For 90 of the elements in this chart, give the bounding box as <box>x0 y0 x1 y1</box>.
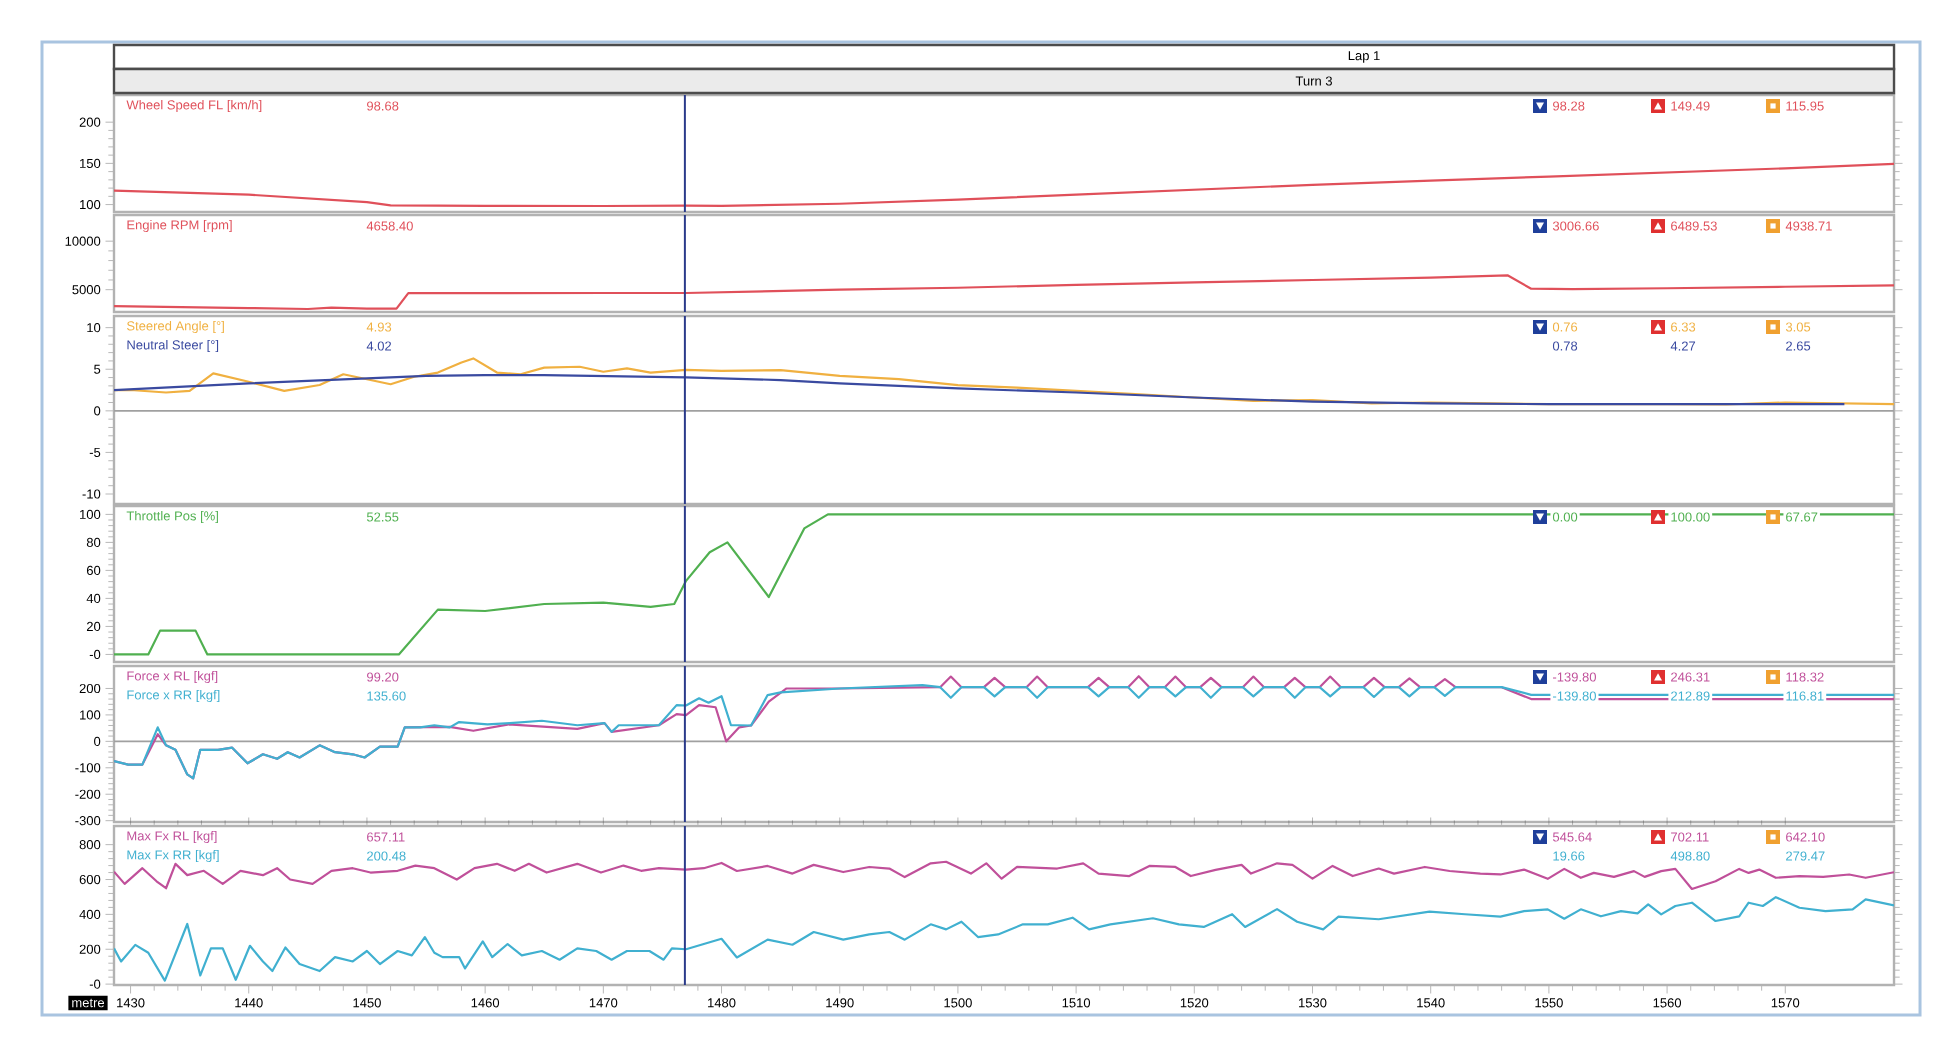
text: Wheel Speed FL [km/h] <box>126 99 262 113</box>
annotation: 4.27 <box>1670 341 1696 351</box>
y-tick-label: -0 <box>89 649 101 660</box>
annotation: 99.20 <box>367 672 399 682</box>
y-tick-label: 100 <box>80 199 101 210</box>
annotation: 4.93 <box>366 322 392 332</box>
annotation: 98.28 <box>1553 101 1585 111</box>
text: Force x RL [kgf] <box>127 670 218 684</box>
annotation: 0.76 <box>1552 322 1578 332</box>
annotation: 642.10 <box>1786 832 1825 842</box>
annotation: 545.64 <box>1552 832 1592 842</box>
x-axis-title: metre <box>72 998 105 1008</box>
y-tick-label: -0 <box>89 979 101 989</box>
x-tick-label: 1550 <box>1535 998 1563 1008</box>
y-tick-label: -5 <box>89 447 101 457</box>
x-tick-label: 1430 <box>117 998 145 1008</box>
text: Max Fx RL [kgf] <box>127 830 217 844</box>
x-tick-label: 1480 <box>708 998 736 1008</box>
annotation: 6.33 <box>1671 322 1696 332</box>
y-tick-label: -10 <box>82 489 101 499</box>
annotation: 52.55 <box>366 512 399 522</box>
y-tick-label: 5000 <box>72 285 101 295</box>
annotation: 149.49 <box>1671 101 1710 111</box>
annotation: 3.05 <box>1785 322 1811 332</box>
annotation: 2.65 <box>1786 341 1811 351</box>
x-tick-label: 1560 <box>1653 998 1682 1008</box>
y-tick-label: 400 <box>79 909 101 919</box>
annotation: 4938.71 <box>1785 221 1832 231</box>
annotation: 657.11 <box>367 832 405 842</box>
x-tick-label: 1520 <box>1180 998 1209 1008</box>
y-tick-label: 0 <box>94 736 101 746</box>
y-tick-label: 200 <box>79 944 101 954</box>
annotation: 200.48 <box>367 851 406 861</box>
y-tick-label: 60 <box>86 565 101 576</box>
x-tick-label: 1450 <box>353 998 381 1008</box>
y-tick-label: 100 <box>80 710 101 720</box>
y-tick-label: 100 <box>80 509 101 519</box>
x-tick-label: 1490 <box>826 998 854 1008</box>
y-tick-label: 5 <box>94 364 101 374</box>
annotation: 3006.66 <box>1552 221 1599 231</box>
y-tick-label: -200 <box>75 789 101 799</box>
text: Steered Angle [°] <box>126 320 224 334</box>
text: Force x RR [kgf] <box>127 689 220 703</box>
annotation: 100.00 <box>1671 512 1710 522</box>
x-tick-label: 1510 <box>1062 998 1091 1008</box>
annotation: 98.68 <box>367 101 399 111</box>
y-tick-label: 200 <box>79 117 101 127</box>
x-tick-label: 1470 <box>589 998 618 1008</box>
chart-title: Lap 1 <box>1348 51 1380 63</box>
annotation: 212.89 <box>1671 691 1710 701</box>
annotation: -139.80 <box>1552 672 1596 682</box>
annotation: 0.00 <box>1552 512 1578 522</box>
y-tick-label: 600 <box>79 874 101 885</box>
annotation: 246.31 <box>1671 672 1710 682</box>
annotation: 498.80 <box>1670 851 1710 861</box>
annotation: 4.02 <box>366 341 392 351</box>
y-tick-label: 800 <box>79 840 101 850</box>
x-tick-label: 1570 <box>1771 998 1800 1008</box>
x-tick-label: 1440 <box>235 998 263 1008</box>
y-tick-label: 10 <box>87 323 101 333</box>
y-tick-label: 150 <box>80 158 101 168</box>
y-tick-label: -100 <box>75 763 101 773</box>
x-tick-label: 1540 <box>1417 998 1445 1008</box>
annotation: 0.78 <box>1552 341 1578 351</box>
y-tick-label: 20 <box>86 621 101 632</box>
x-tick-label: 1460 <box>471 998 500 1008</box>
annotation: 118.32 <box>1786 672 1824 682</box>
annotation: 4658.40 <box>366 221 413 231</box>
text: Engine RPM [rpm] <box>127 219 232 233</box>
annotation: 116.81 <box>1786 691 1824 701</box>
annotation: 67.67 <box>1786 512 1818 522</box>
y-tick-label: 80 <box>86 537 101 548</box>
annotation: 6489.53 <box>1671 221 1717 231</box>
y-tick-label: 10000 <box>65 236 101 246</box>
y-tick-label: 0 <box>94 406 101 416</box>
x-tick-label: 1530 <box>1299 998 1327 1008</box>
y-tick-label: 40 <box>86 593 101 604</box>
annotation: -139.80 <box>1552 691 1596 701</box>
chart-subtitle: Turn 3 <box>1295 76 1332 86</box>
text: Throttle Pos [%] <box>126 510 218 524</box>
annotation: 279.47 <box>1786 851 1825 861</box>
annotation: 115.95 <box>1786 101 1824 111</box>
y-tick-label: -300 <box>75 816 101 826</box>
annotation: 135.60 <box>367 691 406 701</box>
y-tick-label: 200 <box>79 683 101 694</box>
annotation: 19.66 <box>1553 851 1585 861</box>
annotation: 702.11 <box>1671 832 1709 842</box>
text: Max Fx RR [kgf] <box>127 849 219 863</box>
x-tick-label: 1500 <box>944 998 972 1008</box>
text: Neutral Steer [°] <box>127 339 219 353</box>
